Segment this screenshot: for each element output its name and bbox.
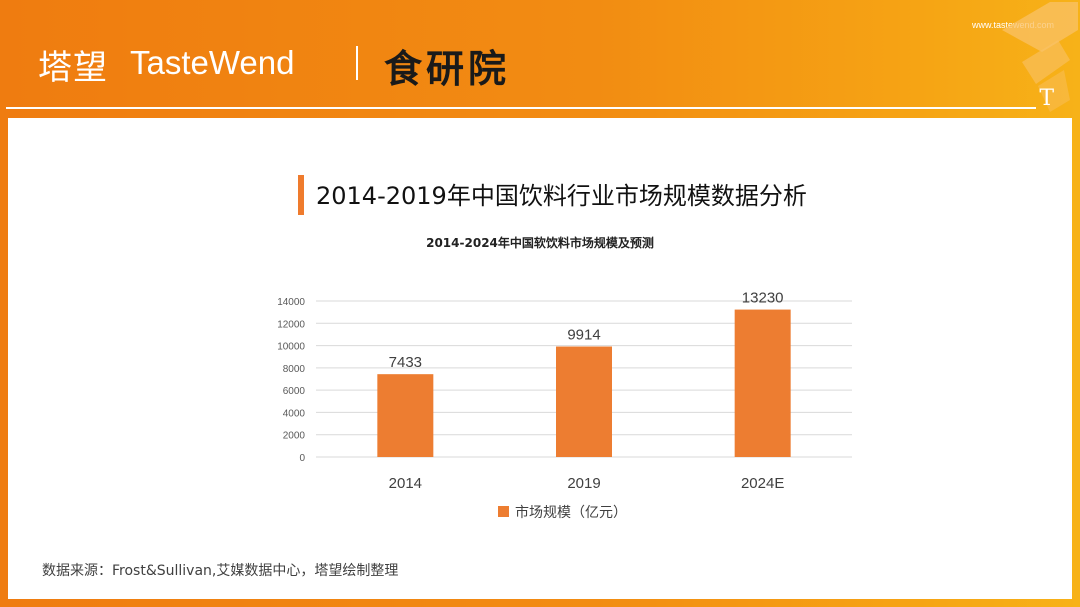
bar [377,374,434,457]
decorative-t-graphic [1002,2,1078,112]
data-label: 9914 [567,327,600,344]
page-title: 2014-2019年中国饮料行业市场规模数据分析 [316,182,807,210]
corner-t-mark: T [1039,86,1054,111]
legend-swatch [498,506,509,517]
legend-label: 市场规模（亿元） [515,504,627,520]
logo-separator [356,46,358,80]
brand-logo-cn: 塔望 [38,48,108,88]
title-accent-bar [298,175,304,215]
y-tick-label: 12000 [277,319,305,330]
data-label: 7433 [389,354,422,371]
brand-logo-en: TasteWend [130,44,295,81]
data-label: 13230 [742,290,784,307]
header: 塔望 TasteWend 食研院 www.tastewend.com T [0,0,1080,118]
y-tick-label: 2000 [283,431,306,442]
y-tick-label: 6000 [283,386,306,397]
y-tick-label: 10000 [277,342,305,353]
x-tick-label: 2024E [741,475,784,492]
y-tick-label: 14000 [277,297,305,308]
y-tick-label: 0 [299,453,305,464]
chart-title: 2014-2024年中国软饮料市场规模及预测 [426,236,654,250]
x-tick-label: 2014 [389,475,422,492]
lab-name: 食研院 [384,47,511,91]
x-tick-label: 2019 [567,475,600,492]
y-tick-label: 4000 [283,408,306,419]
source-note: 数据来源：Frost&Sullivan,艾媒数据中心，塔望绘制整理 [42,563,399,579]
bar [556,346,612,457]
bar [734,309,791,457]
y-tick-label: 8000 [283,364,306,375]
content-panel [8,118,1072,599]
header-divider [6,107,1036,109]
